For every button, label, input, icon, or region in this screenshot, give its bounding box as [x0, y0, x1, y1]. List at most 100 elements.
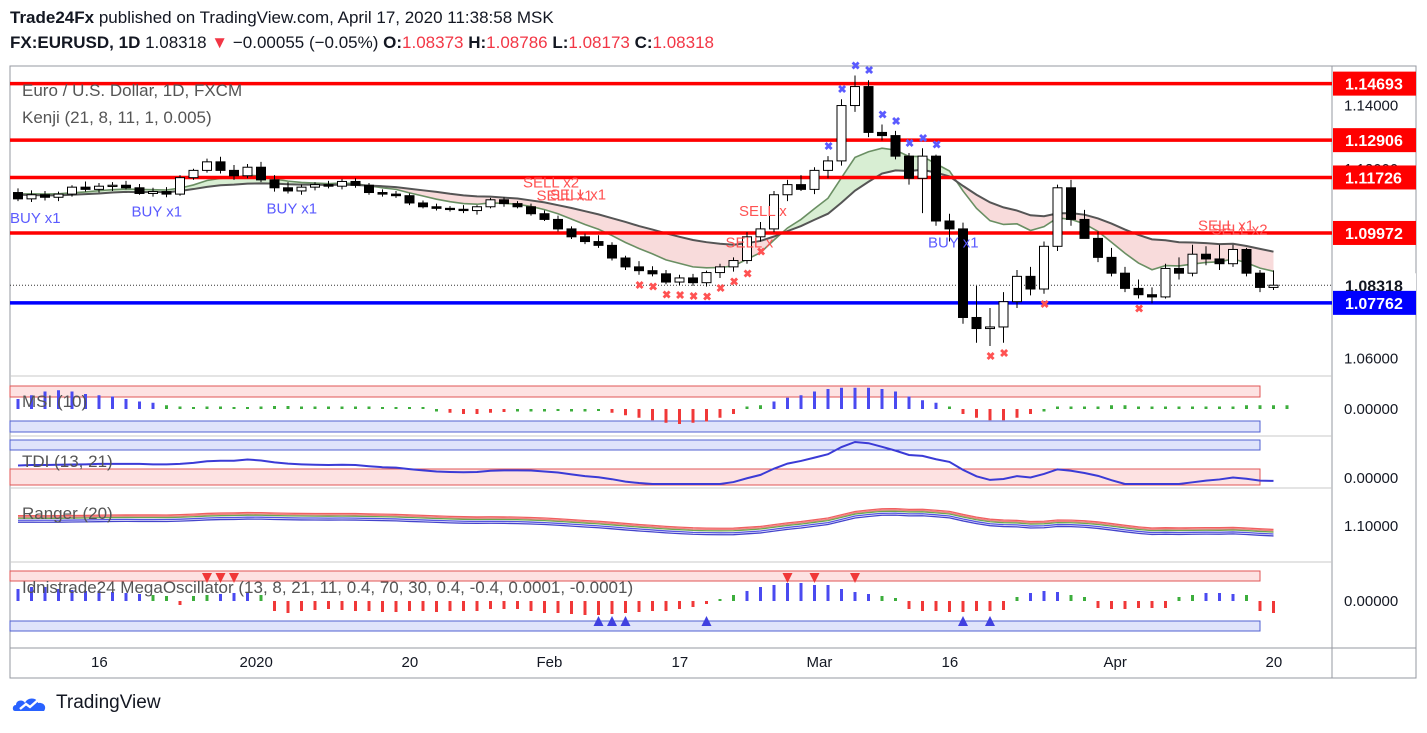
price-axis-tick: 1.06000	[1344, 351, 1398, 368]
cross-marker-icon: ✖	[743, 269, 752, 281]
candle-body	[162, 192, 171, 195]
mega-bar	[408, 601, 411, 611]
msi-bar	[813, 392, 816, 410]
kenji-cloud-segment	[693, 240, 707, 268]
mega-bar	[786, 583, 789, 601]
mega-bar	[732, 595, 735, 601]
mega-bar	[989, 601, 992, 611]
mega-bar	[908, 601, 911, 609]
signal-label: SELL x	[726, 234, 774, 251]
signal-label: SELL x1	[550, 187, 606, 204]
msi-bar	[233, 407, 236, 409]
candle-body	[1107, 257, 1116, 273]
candle-body	[365, 185, 374, 192]
msi-bar	[746, 407, 749, 410]
price-tag-label: 1.11726	[1345, 170, 1402, 187]
mega-bar	[327, 601, 330, 609]
msi-bar	[543, 409, 546, 412]
mega-bar	[314, 601, 317, 610]
candle-body	[41, 195, 50, 198]
candle-body	[918, 156, 927, 178]
msi-bar	[98, 395, 101, 409]
msi-bar	[449, 409, 452, 413]
msi-bar	[422, 407, 425, 409]
mega-bar	[1097, 601, 1100, 608]
candle-body	[81, 187, 90, 189]
candle-body	[149, 192, 158, 194]
candle-body	[1067, 188, 1076, 220]
msi-bar	[165, 405, 168, 409]
msi-bar	[1191, 407, 1194, 410]
msi-bar	[1286, 405, 1289, 409]
mega-bar	[1272, 601, 1275, 613]
mega-bar	[543, 601, 546, 613]
time-axis-tick: Feb	[537, 654, 563, 671]
msi-bar	[1110, 405, 1113, 409]
candle-body	[554, 219, 563, 228]
msi-bar	[692, 409, 695, 423]
msi-bar	[516, 409, 519, 412]
msi-lower-band	[10, 421, 1260, 432]
candle-body	[716, 267, 725, 273]
candle-body	[824, 161, 833, 170]
kenji-cloud-segment	[707, 242, 721, 268]
mega-bar	[354, 601, 357, 611]
msi-bar	[584, 409, 587, 412]
mega-bar	[1259, 601, 1262, 611]
mega-bar	[1232, 594, 1235, 601]
candle-body	[1013, 276, 1022, 301]
time-axis-tick: 16	[942, 654, 959, 671]
msi-bar	[1151, 407, 1154, 410]
price-tag-label: 1.07762	[1345, 296, 1403, 313]
msi-bar	[341, 407, 344, 410]
signal-label: SELL x	[739, 203, 787, 220]
candle-body	[1215, 259, 1224, 264]
mega-bar	[1029, 593, 1032, 601]
msi-bar	[975, 409, 978, 418]
mega-bar	[273, 601, 276, 611]
candle-body	[500, 200, 509, 204]
candle-body	[567, 229, 576, 237]
pane-axis-tick: 0.00000	[1344, 401, 1398, 418]
msi-bar	[206, 407, 209, 410]
candle-body	[189, 170, 198, 177]
msi-bar	[503, 409, 506, 412]
mega-bar	[948, 601, 951, 612]
mega-bar	[1070, 595, 1073, 601]
cross-marker-icon: ✖	[865, 65, 874, 77]
msi-bar	[1205, 407, 1208, 410]
msi-bar	[840, 388, 843, 409]
mega-bar	[530, 601, 533, 611]
mega-bar	[1137, 601, 1140, 608]
msi-bar	[800, 395, 803, 409]
mega-bar	[435, 601, 438, 612]
candle-body	[486, 200, 495, 207]
mega-bar	[611, 601, 614, 614]
candle-body	[311, 185, 320, 188]
candle-body	[378, 193, 387, 195]
cross-marker-icon: ✖	[635, 280, 644, 292]
mega-bar	[597, 601, 600, 615]
msi-bar	[908, 397, 911, 410]
signal-label: BUY x1	[132, 204, 183, 221]
pane-label: TDI (13, 21)	[22, 452, 113, 471]
candle-body	[1040, 246, 1049, 289]
candle-body	[1053, 188, 1062, 247]
footer-brand[interactable]: TradingView	[56, 692, 161, 714]
kenji-cloud-segment	[1152, 239, 1166, 269]
price-tag-label: 1.09972	[1345, 226, 1403, 243]
mega-bar	[651, 601, 654, 611]
msi-bar	[179, 407, 182, 410]
msi-bar	[962, 409, 965, 414]
msi-bar	[921, 400, 924, 409]
msi-bar	[948, 407, 951, 410]
msi-bar	[1043, 409, 1046, 412]
msi-upper-band	[10, 386, 1260, 397]
candle-body	[122, 185, 131, 188]
msi-bar	[854, 388, 857, 409]
mega-bar	[287, 601, 290, 613]
mega-bar	[678, 601, 681, 609]
cross-marker-icon: ✖	[932, 140, 941, 152]
footer: TradingView	[12, 692, 161, 714]
